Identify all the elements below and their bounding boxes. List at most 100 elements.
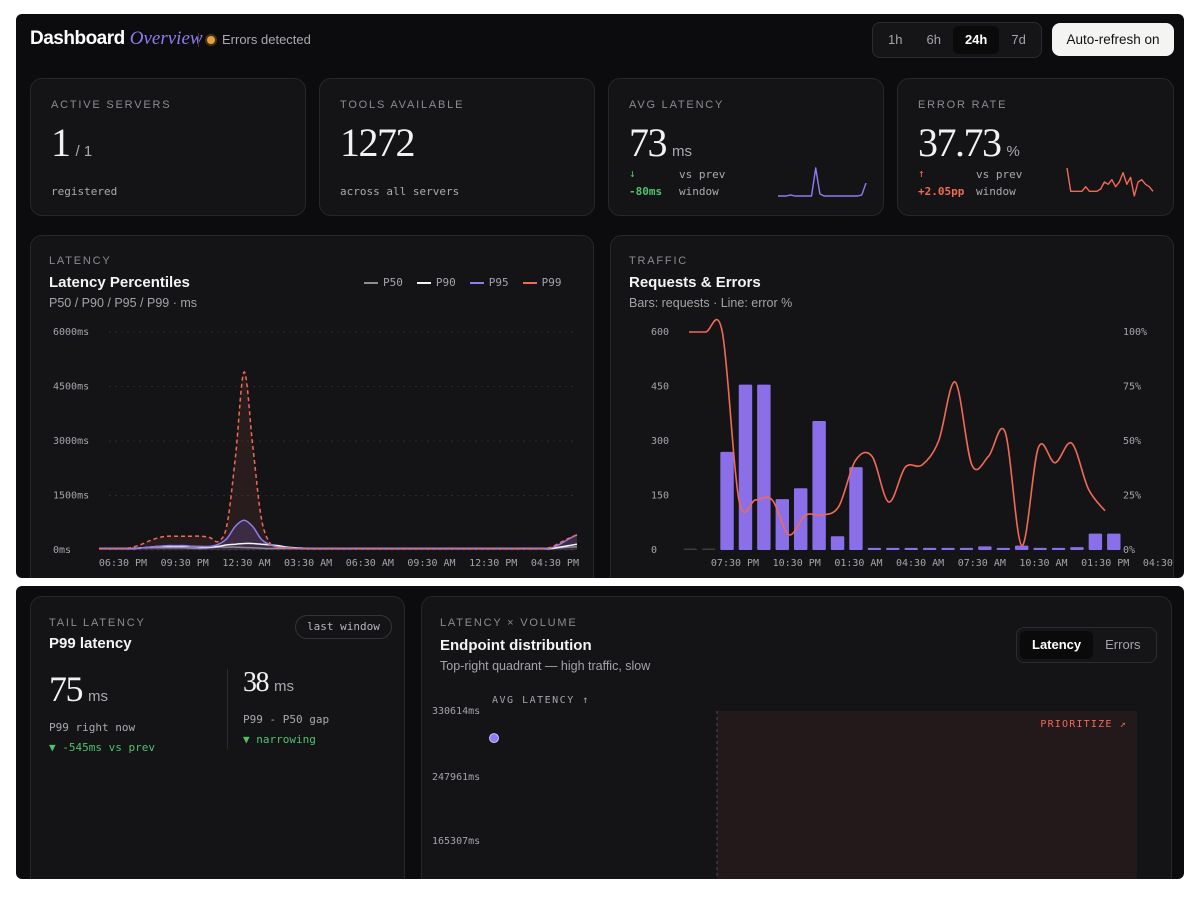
dashboard-top-panel: Dashboard Overview Errors detected 1h 6h… — [16, 14, 1184, 578]
chart-legend: P50 P90 P95 P99 — [364, 276, 562, 289]
x-tick-label: 01:30 PM — [1081, 558, 1129, 569]
request-bar — [1107, 533, 1121, 550]
y-tick-label: 6000ms — [53, 327, 89, 338]
y-tick-label: 330614ms — [432, 706, 480, 717]
request-bar — [1070, 547, 1084, 550]
request-bar — [849, 467, 863, 550]
delta-arrow-icon: ↑ — [918, 167, 925, 180]
range-1h[interactable]: 1h — [888, 32, 903, 47]
chart-subtitle: P50 / P90 / P95 / P99 · ms — [49, 296, 197, 310]
gap-number: 38 — [243, 667, 270, 698]
y-left-tick-label: 450 — [651, 382, 669, 393]
stat-card-error-rate: ERROR RATE 37.73% ↑ +2.05pp vs prev wind… — [897, 78, 1174, 216]
x-tick-label: 12:30 PM — [469, 558, 517, 569]
chart-subtitle: Bars: requests · Line: error % — [629, 296, 793, 310]
stat-value: 73 ms — [629, 123, 692, 163]
stat-card-tools-available: TOOLS AVAILABLE 1272 across all servers — [319, 78, 595, 216]
y-left-tick-label: 0 — [651, 545, 657, 556]
request-bar — [904, 547, 918, 550]
legend-p90[interactable]: P90 — [416, 276, 456, 289]
y-left-tick-label: 300 — [651, 436, 669, 447]
stat-label: ERROR RATE — [918, 99, 1008, 111]
card-eyebrow: TAIL LATENCY — [49, 617, 146, 629]
y-tick-label: 247961ms — [432, 772, 480, 783]
request-bar — [886, 547, 900, 550]
request-bar — [941, 547, 955, 550]
request-bar — [683, 548, 697, 550]
metric-toggle: Latency Errors — [1016, 627, 1157, 663]
chart-eyebrow: LATENCY — [49, 255, 112, 267]
x-tick-label: 04:30 PM — [531, 558, 579, 569]
y-tick-label: 1500ms — [53, 491, 89, 502]
page-title: Dashboard Overview — [30, 28, 203, 50]
endpoint-scatter-plot: AVG LATENCY ↑ PRIORITIZE ↗ 330614ms 247961m… — [432, 695, 1137, 879]
x-tick-label: 10:30 PM — [773, 558, 821, 569]
compare-label-2: window — [976, 185, 1016, 198]
error-rate-unit: % — [1006, 143, 1020, 160]
stat-label: ACTIVE SERVERS — [51, 99, 172, 111]
stat-note: across all servers — [340, 185, 460, 198]
status-dot-icon — [207, 35, 215, 44]
p99-label: P99 right now — [49, 721, 136, 734]
latency-chart-card: LATENCY Latency Percentiles P50 / P90 / … — [30, 235, 594, 578]
sparkline-series — [778, 167, 867, 197]
delta-arrow-icon: ↓ — [629, 167, 636, 180]
toggle-latency[interactable]: Latency — [1020, 631, 1094, 659]
x-tick-label: 06:30 PM — [99, 558, 147, 569]
x-tick-label: 10:30 AM — [1019, 558, 1067, 569]
title-main: Dashboard — [30, 28, 125, 49]
y-right-tick-label: 0% — [1123, 545, 1135, 556]
status-badge: Errors detected — [207, 32, 311, 47]
request-bar — [794, 488, 808, 550]
y-tick-label: 4500ms — [53, 382, 89, 393]
status-text: Errors detected — [222, 32, 311, 47]
error-rate-sparkline — [1066, 167, 1154, 197]
dashboard-bottom-panel: TAIL LATENCY P99 latency last window 75 m… — [16, 586, 1184, 879]
auto-refresh-button[interactable]: Auto-refresh on — [1052, 23, 1174, 56]
x-tick-label: 09:30 PM — [161, 558, 209, 569]
y-tick-label: 165307ms — [432, 836, 480, 847]
series-line-p99 — [99, 371, 578, 550]
toggle-errors[interactable]: Errors — [1105, 637, 1141, 652]
legend-label: P90 — [435, 276, 456, 289]
x-tick-label: 04:30 PM — [1143, 558, 1174, 569]
x-tick-label: 01:30 AM — [834, 558, 882, 569]
request-bar — [1033, 547, 1047, 550]
window-badge[interactable]: last window — [295, 615, 392, 639]
gap-delta: ▼ narrowing — [243, 733, 316, 746]
stat-label: AVG LATENCY — [629, 99, 725, 111]
request-bar — [978, 546, 992, 550]
sparkline-series — [1066, 167, 1154, 197]
compare-label-2: window — [679, 185, 719, 198]
request-bar — [996, 547, 1010, 550]
stat-note: registered — [51, 185, 118, 198]
avg-latency-value: 73 — [629, 120, 668, 165]
stat-value: 1272 — [340, 120, 416, 165]
legend-p95[interactable]: P95 — [469, 276, 509, 289]
range-7d[interactable]: 7d — [1011, 32, 1026, 47]
y-tick-label: 0ms — [53, 545, 71, 556]
gap-unit: ms — [274, 678, 294, 695]
gap-label: P99 - P50 gap — [243, 713, 330, 726]
y-right-tick-label: 25% — [1123, 491, 1141, 502]
p99-unit: ms — [88, 688, 108, 705]
x-tick-label: 03:30 AM — [284, 558, 332, 569]
range-24h[interactable]: 24h — [952, 26, 1000, 54]
title-accent: Overview — [129, 28, 203, 49]
tail-latency-card: TAIL LATENCY P99 latency last window 75 m… — [30, 596, 405, 879]
prioritize-quadrant — [717, 711, 1137, 879]
legend-p99[interactable]: P99 — [522, 276, 562, 289]
gap-value: 38 ms — [243, 669, 294, 697]
p99-delta: ▼ -545ms vs prev — [49, 741, 155, 754]
latency-plot: 6000ms 4500ms 3000ms 1500ms 0ms 06:30 PM 09:30… — [53, 327, 579, 569]
x-tick-label: 04:30 AM — [896, 558, 944, 569]
request-bar — [738, 384, 753, 550]
time-range-selector: 1h 6h 24h 7d — [872, 22, 1042, 58]
chart-title: Requests & Errors — [629, 274, 761, 291]
chart-eyebrow: TRAFFIC — [629, 255, 689, 267]
range-6h[interactable]: 6h — [926, 32, 941, 47]
legend-label: P50 — [383, 276, 403, 289]
legend-p50[interactable]: P50 — [364, 276, 403, 289]
legend-label: P95 — [488, 276, 509, 289]
p99-number: 75 — [49, 669, 84, 709]
